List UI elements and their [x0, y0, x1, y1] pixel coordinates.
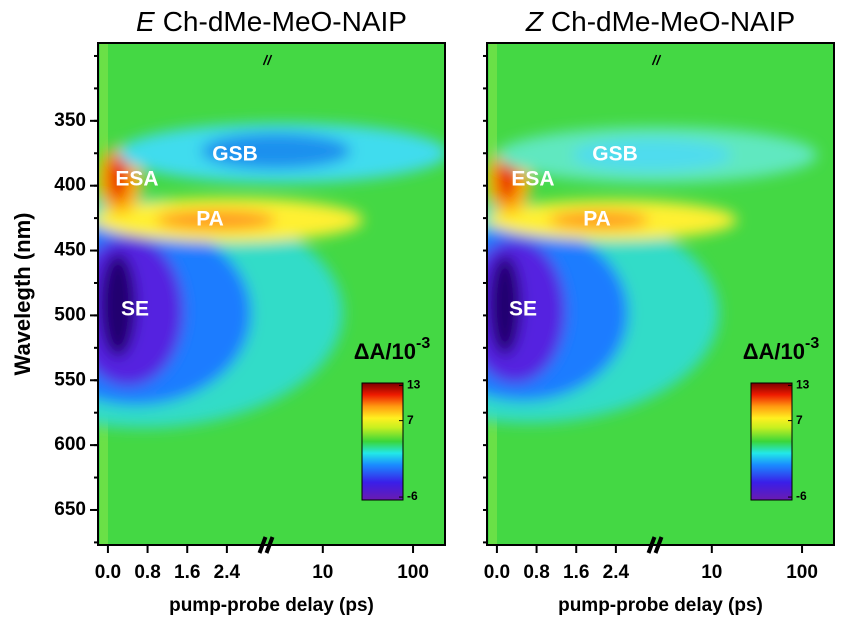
y-tick-label: 500	[54, 304, 86, 325]
chart-title: E Ch-dMe-MeO-NAIP	[136, 6, 407, 37]
x-axis-label: pump-probe delay (ps)	[169, 595, 374, 616]
title-text: Ch-dMe-MeO-NAIP	[551, 6, 795, 37]
colorbar-label-exponent: -3	[805, 335, 819, 352]
colorbar-tick-label: 7	[407, 413, 414, 427]
x-tick-label: 1.6	[563, 562, 589, 583]
y-tick-label: 400	[54, 175, 86, 196]
axis-break	[266, 54, 273, 66]
colorbar	[361, 382, 404, 501]
y-tick-label: 350	[54, 110, 86, 131]
colorbar-label: ΔA/10-3	[354, 335, 431, 364]
x-tick-label: 0.8	[134, 562, 160, 583]
signal-region	[156, 210, 276, 230]
blobs	[98, 123, 445, 428]
title-prefix: Z	[525, 6, 544, 37]
title-text: Ch-dMe-MeO-NAIP	[163, 6, 407, 37]
signal-region	[201, 133, 351, 169]
x-tick-label: 0.0	[484, 562, 510, 583]
axis-break	[264, 536, 275, 554]
signal-region	[100, 253, 136, 357]
colorbar-tick-label: 13	[796, 378, 810, 392]
heatmap	[98, 43, 445, 545]
colorbar-label: ΔA/10-3	[743, 335, 820, 364]
y-axis-label: Wavelegth (nm)	[10, 213, 35, 376]
x-tick-label: 10	[701, 562, 722, 583]
y-tick-label: 450	[54, 240, 86, 261]
colorbar-label-exponent: -3	[416, 335, 430, 352]
axis-break	[646, 536, 657, 554]
x-tick-label: 2.4	[214, 562, 241, 583]
panel: Z Ch-dMe-MeO-NAIP 0.0 0.8 1.6 2.4 10 100 pump-pr…	[483, 6, 835, 616]
colorbar-label-base: ΔA/10	[743, 339, 805, 364]
axis-break	[653, 536, 664, 554]
x-tick-label: 0.0	[95, 562, 121, 583]
annotation: PA	[583, 208, 611, 231]
signal-region	[549, 211, 649, 229]
signal-region	[572, 139, 732, 171]
annotation: SE	[509, 298, 537, 321]
colorbar-tick-label: 7	[796, 413, 803, 427]
axis-break	[257, 536, 268, 554]
y-tick-label: 600	[54, 434, 86, 455]
y-tick-label: 650	[54, 499, 86, 520]
chart-title: Z Ch-dMe-MeO-NAIP	[525, 6, 795, 37]
annotation: PA	[196, 208, 224, 231]
axis-break	[655, 54, 662, 66]
colorbar-label-base: ΔA/10	[354, 339, 416, 364]
colorbar	[750, 382, 793, 501]
x-tick-label: 1.6	[174, 562, 200, 583]
title-prefix: E	[136, 6, 155, 37]
signal-region	[108, 154, 128, 202]
x-tick-label: 2.4	[603, 562, 630, 583]
colorbar-tick-label: -6	[796, 489, 807, 503]
colorbar-tick-label: -6	[407, 489, 418, 503]
annotation: ESA	[115, 168, 158, 191]
annotation: ESA	[511, 168, 554, 191]
signal-region	[489, 255, 521, 355]
x-tick-label: 10	[312, 562, 333, 583]
panel: E Ch-dMe-MeO-NAIP 350 400 450 500 550 600 650 Wav…	[10, 6, 446, 616]
x-tick-label: 100	[397, 562, 429, 583]
axis-break	[262, 54, 269, 66]
annotation: SE	[121, 298, 149, 321]
x-tick-label: 100	[786, 562, 818, 583]
x-axis-label: pump-probe delay (ps)	[558, 595, 763, 616]
y-tick-label: 550	[54, 369, 86, 390]
annotation: GSB	[592, 143, 638, 166]
annotation: GSB	[212, 143, 258, 166]
axis-break	[651, 54, 658, 66]
x-tick-label: 0.8	[523, 562, 549, 583]
colorbar-tick-label: 13	[407, 378, 421, 392]
blobs	[487, 127, 817, 423]
